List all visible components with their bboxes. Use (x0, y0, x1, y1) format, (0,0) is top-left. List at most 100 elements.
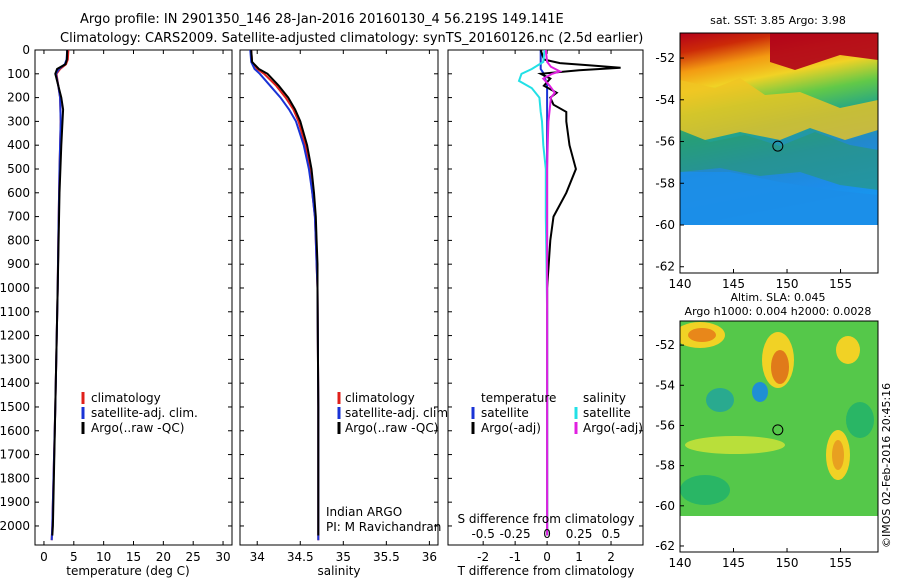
y-tick-label: 1700 (0, 448, 30, 462)
y-tick-label: 1800 (0, 471, 30, 485)
y-tick-label: 200 (7, 91, 30, 105)
x-tick-label: 20 (156, 550, 171, 564)
map-y-tick-label: -52 (655, 338, 675, 352)
y-tick-label: 1200 (0, 329, 30, 343)
sla-map-frame (679, 320, 879, 553)
argo-position-marker (772, 424, 784, 436)
annotation-line1: Indian ARGO (326, 505, 402, 519)
salinity-xlabel: salinity (317, 564, 360, 578)
sla-high-a-core (688, 328, 716, 342)
series-line-temperature-argo-adj- (537, 49, 621, 536)
map-x-tick-label: 155 (829, 277, 852, 291)
sla-map: Altim. SLA: 0.045 Argo h1000: 0.004 h200… (655, 291, 879, 570)
temperature-legend: climatology satellite-adj. clim. Argo(..… (81, 391, 198, 435)
difference-xlabel-temperature: T difference from climatology (457, 564, 635, 578)
x-tick-label: -1 (509, 550, 521, 564)
sla-low-d (680, 475, 730, 505)
x-tick-label: -2 (477, 550, 489, 564)
legend-label-argo: Argo(..raw -QC) (345, 421, 438, 435)
legend-label-t-argo: Argo(-adj) (481, 421, 541, 435)
salinity-legend: climatology satellite-adj. clim. Argo(..… (337, 391, 452, 435)
y-tick-label: 1400 (0, 376, 30, 390)
y-tick-label: 900 (7, 257, 30, 271)
sst-warm-region (680, 33, 878, 70)
x-tick-label: 5 (70, 550, 78, 564)
legend-label-s-satellite: satellite (583, 406, 631, 420)
temperature-axes-frame (34, 49, 233, 546)
sla-low-a (752, 382, 768, 402)
map-y-tick-label: -62 (655, 539, 675, 553)
x-tick-label: 15 (126, 550, 141, 564)
legend-label-climatology: climatology (345, 391, 415, 405)
x-tick-label: 0 (40, 550, 48, 564)
map-x-tick-label: 140 (669, 556, 692, 570)
map-x-tick-label: 155 (829, 556, 852, 570)
series-line-argo-raw-qc- (51, 49, 69, 536)
sst-cold-region (680, 172, 878, 225)
x-tick-label: 30 (215, 550, 230, 564)
y-tick-label: 1000 (0, 281, 30, 295)
map-x-tick-label: 150 (776, 556, 799, 570)
map-x-tick-label: 145 (722, 277, 745, 291)
y-tick-label: 1300 (0, 352, 30, 366)
x2-tick-label: -0.5 (471, 527, 494, 541)
sst-map-title: sat. SST: 3.85 Argo: 3.98 (710, 14, 846, 27)
salinity-axes-frame (239, 49, 439, 546)
sst-map-frame (679, 32, 879, 274)
map-y-tick-label: -60 (655, 218, 675, 232)
sst-map: sat. SST: 3.85 Argo: 3.98 140 145 150 155 -5… (655, 14, 879, 291)
x-tick-label: 1 (575, 550, 583, 564)
sla-map-subtitle: Argo h1000: 0.004 h2000: 0.0028 (685, 305, 872, 318)
legend-label-argo: Argo(..raw -QC) (91, 421, 184, 435)
x2-tick-label: -0.25 (500, 527, 531, 541)
map-y-tick-label: -60 (655, 499, 675, 513)
y-tick-label: 1500 (0, 400, 30, 414)
x-tick-label: 35.5 (373, 550, 400, 564)
difference-panel: -2 -1 0 1 2 S difference from climatology -0… (447, 49, 644, 578)
y-tick-label: 1600 (0, 424, 30, 438)
y-tick-label: 400 (7, 138, 30, 152)
temperature-panel: 0100200300400500600700800900100011001200… (0, 43, 233, 578)
x-tick-label: 0 (543, 550, 551, 564)
x2-tick-label: 0.5 (601, 527, 620, 541)
x-tick-label: 10 (96, 550, 111, 564)
legend-head-temperature: temperature (481, 391, 556, 405)
y-tick-label: 700 (7, 210, 30, 224)
sla-map-title: Altim. SLA: 0.045 (730, 291, 825, 304)
credit-text: ©IMOS 02-Feb-2016 20:45:16 (880, 383, 893, 548)
map-x-tick-label: 145 (722, 556, 745, 570)
difference-axes-frame (447, 49, 644, 546)
y-tick-label: 500 (7, 162, 30, 176)
legend-label-s-argo: Argo(-adj) (583, 421, 643, 435)
map-y-tick-label: -58 (655, 459, 675, 473)
legend-label-satellite: satellite-adj. clim. (345, 406, 452, 420)
y-tick-label: 2000 (0, 519, 30, 533)
map-y-tick-label: -56 (655, 418, 675, 432)
x-tick-label: 34.5 (287, 550, 314, 564)
sla-high-b-core (771, 350, 789, 384)
difference-xlabel-salinity: S difference from climatology (458, 512, 635, 526)
difference-legend: temperature salinity satellite Argo(-adj… (471, 391, 643, 435)
salinity-panel: 34 34.5 35 35.5 36 salinity climatology sate… (239, 49, 452, 578)
y-tick-label: 300 (7, 114, 30, 128)
sla-low-c (846, 402, 874, 438)
x-tick-label: 2 (607, 550, 615, 564)
sla-high-c (836, 336, 860, 364)
x2-tick-label: 0 (543, 527, 551, 541)
map-y-tick-label: -56 (655, 135, 675, 149)
temperature-xlabel: temperature (deg C) (66, 564, 189, 578)
sla-band (685, 436, 785, 454)
y-tick-label: 1900 (0, 495, 30, 509)
legend-label-t-satellite: satellite (481, 406, 529, 420)
map-x-tick-label: 150 (776, 277, 799, 291)
series-line-salinity-argo-adj- (541, 49, 563, 536)
x-tick-label: 25 (186, 550, 201, 564)
map-y-tick-label: -52 (655, 51, 675, 65)
sst-cool-band (680, 130, 878, 190)
map-y-tick-label: -58 (655, 176, 675, 190)
legend-label-climatology: climatology (91, 391, 161, 405)
annotation-line2: PI: M Ravichandran (326, 520, 441, 534)
x-tick-label: 34 (250, 550, 265, 564)
legend-label-satellite: satellite-adj. clim. (91, 406, 198, 420)
